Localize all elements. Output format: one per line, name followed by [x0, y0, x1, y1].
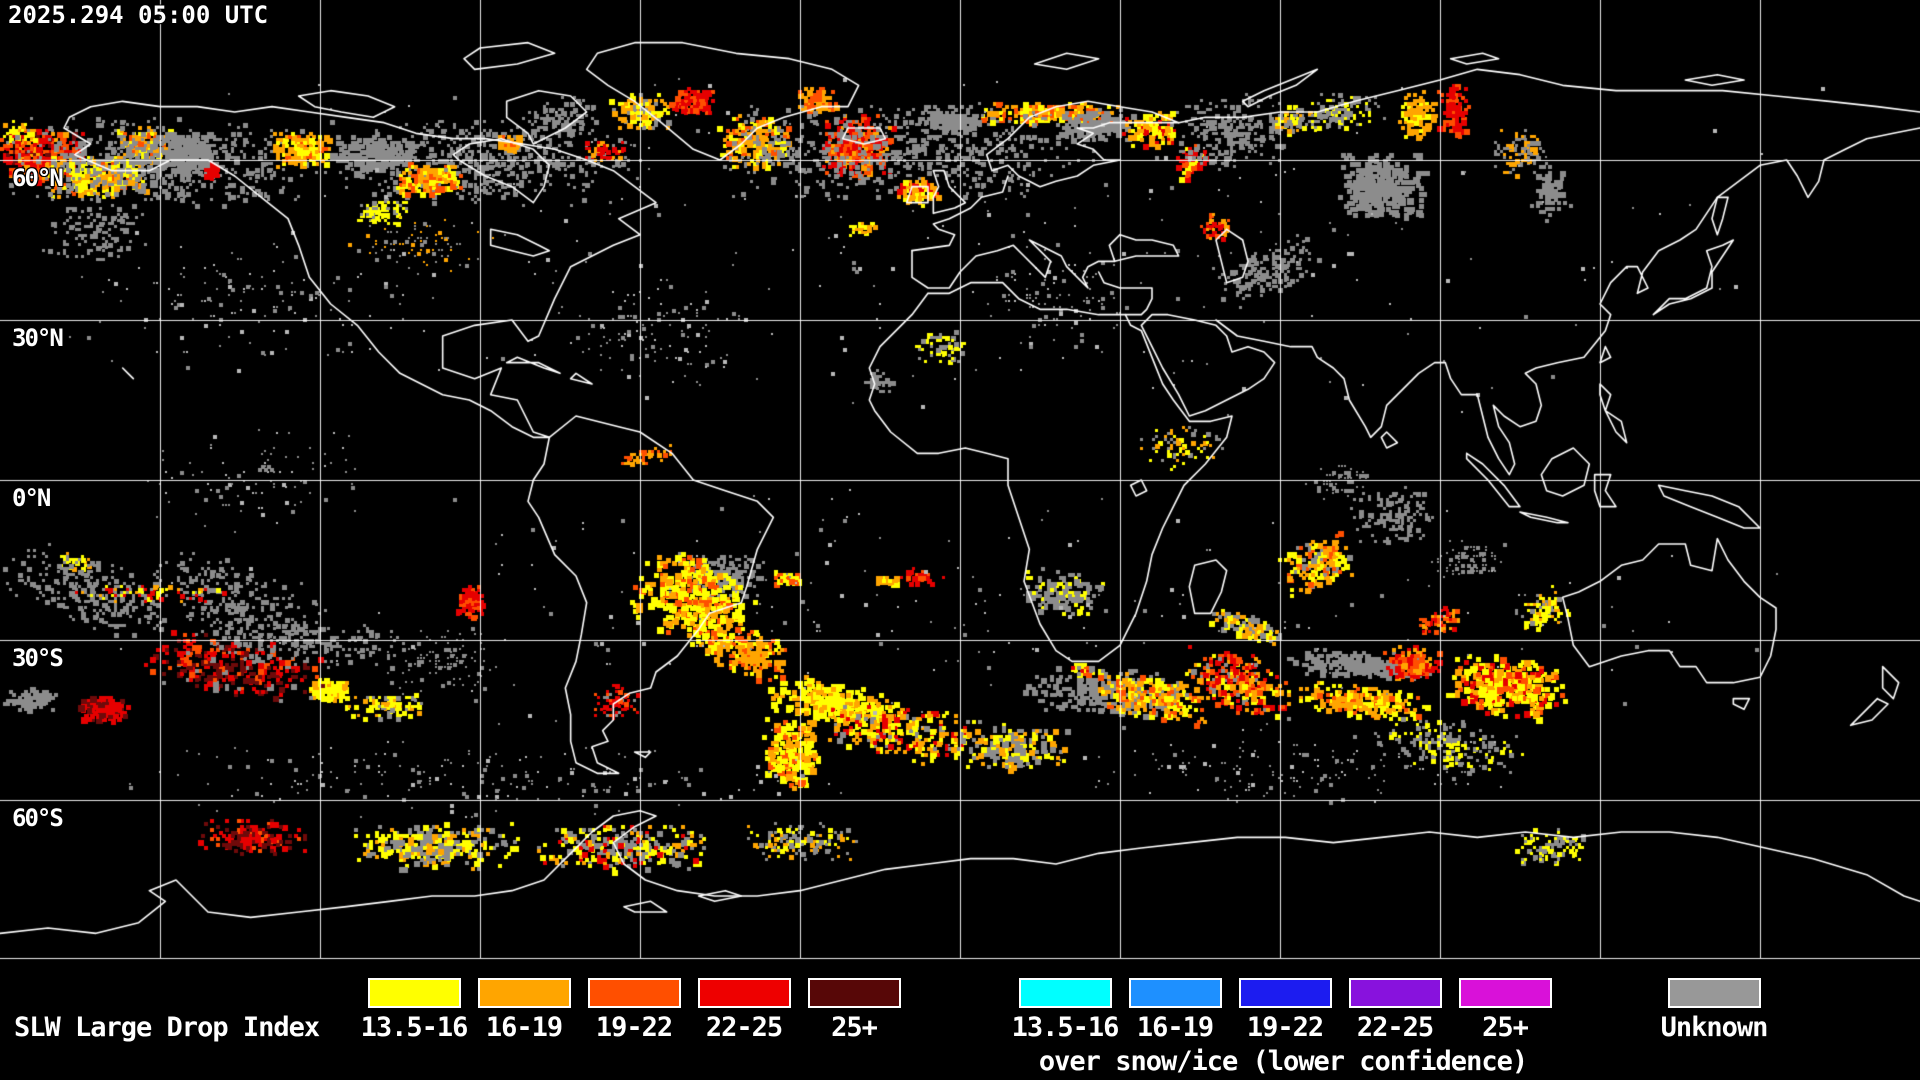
legend-swatch-snow-0	[1019, 978, 1112, 1008]
legend-swatch-primary-4	[808, 978, 901, 1008]
timestamp-label: 2025.294 05:00 UTC	[8, 1, 269, 29]
legend-label-primary-2: 19-22	[595, 1012, 673, 1043]
map-canvas	[0, 0, 1920, 960]
legend-label-primary-4: 25+	[831, 1012, 878, 1043]
legend-label-primary-0: 13.5-16	[360, 1012, 469, 1043]
legend-swatch-snow-1	[1129, 978, 1222, 1008]
legend-title: SLW Large Drop Index	[14, 1012, 320, 1043]
legend-label-unknown-0: Unknown	[1660, 1012, 1769, 1043]
latitude-label-30s: 30°S	[12, 644, 64, 672]
legend-swatch-primary-0	[368, 978, 461, 1008]
legend-snow-caption: over snow/ice (lower confidence)	[1038, 1046, 1528, 1077]
latitude-label-60n: 60°N	[12, 164, 64, 192]
legend-label-primary-3: 22-25	[705, 1012, 783, 1043]
latitude-label-30n: 30°N	[12, 324, 64, 352]
legend-swatch-primary-1	[478, 978, 571, 1008]
legend-swatch-unknown-0	[1668, 978, 1761, 1008]
legend-label-snow-0: 13.5-16	[1011, 1012, 1120, 1043]
legend-label-snow-3: 22-25	[1356, 1012, 1434, 1043]
legend-label-snow-2: 19-22	[1246, 1012, 1324, 1043]
legend-swatch-primary-3	[698, 978, 791, 1008]
legend-swatch-primary-2	[588, 978, 681, 1008]
legend-swatch-snow-2	[1239, 978, 1332, 1008]
latitude-label-60s: 60°S	[12, 804, 64, 832]
latitude-label-0n: 0°N	[12, 484, 51, 512]
legend-swatch-snow-4	[1459, 978, 1552, 1008]
legend-label-primary-1: 16-19	[485, 1012, 563, 1043]
legend-swatch-snow-3	[1349, 978, 1442, 1008]
legend-label-snow-1: 16-19	[1136, 1012, 1214, 1043]
legend-label-snow-4: 25+	[1482, 1012, 1529, 1043]
